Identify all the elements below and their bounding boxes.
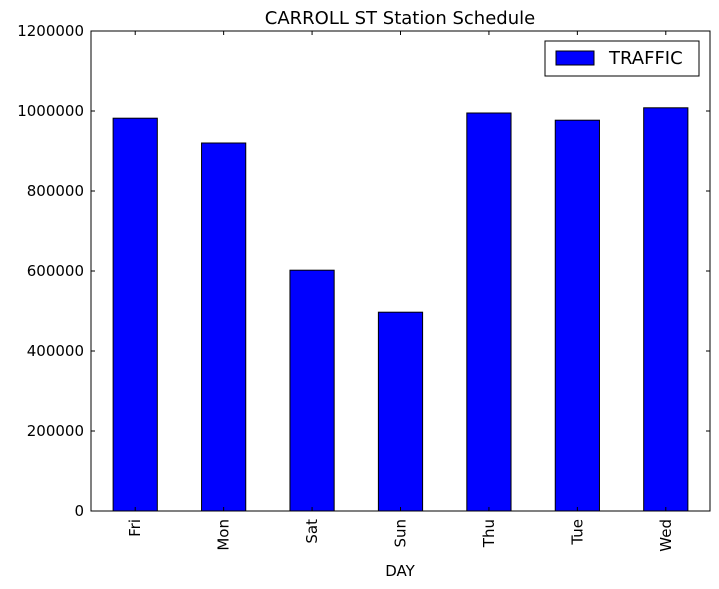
x-tick-label: Sat	[303, 519, 321, 544]
y-tick-label: 600000	[27, 262, 84, 280]
x-tick-label: Fri	[126, 519, 144, 537]
bar-tue	[554, 119, 600, 512]
x-tick-label: Thu	[480, 519, 498, 548]
legend: TRAFFIC	[544, 40, 700, 77]
bars-group	[112, 107, 689, 512]
y-tick-label: 1200000	[17, 22, 84, 40]
bar-sun	[377, 311, 424, 512]
x-axis: Fri Mon Sat Sun Thu Tue Wed	[126, 31, 675, 552]
bar-wed	[643, 107, 689, 512]
legend-label: TRAFFIC	[608, 48, 683, 69]
y-tick-label: 1000000	[17, 102, 84, 120]
y-tick-label: 400000	[27, 342, 84, 360]
legend-swatch	[555, 50, 595, 66]
x-tick-label: Tue	[568, 519, 586, 546]
bar-thu	[466, 112, 512, 512]
x-axis-label: DAY	[385, 562, 415, 580]
x-tick-label: Wed	[657, 519, 675, 552]
y-tick-label: 0	[74, 502, 84, 520]
y-axis: 0 200000 400000 600000 800000 1000000 1200000	[17, 22, 710, 520]
y-tick-label: 200000	[27, 422, 84, 440]
chart-title: CARROLL ST Station Schedule	[265, 8, 535, 29]
bar-fri	[112, 117, 158, 512]
x-tick-label: Sun	[392, 519, 410, 548]
y-tick-label: 800000	[27, 182, 84, 200]
bar-sat	[289, 269, 335, 512]
bar-mon	[201, 142, 247, 512]
x-tick-label: Mon	[215, 519, 233, 551]
